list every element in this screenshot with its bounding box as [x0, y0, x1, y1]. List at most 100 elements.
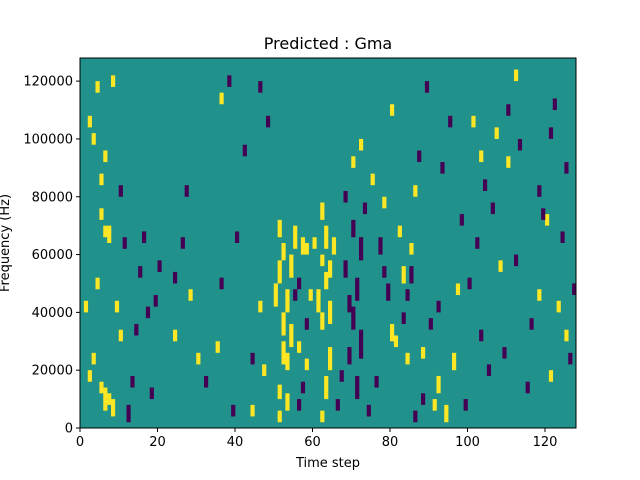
- heatmap-cell-high: [103, 150, 108, 163]
- x-tick-label: 0: [76, 435, 84, 450]
- heatmap-cell-high: [285, 289, 290, 313]
- heatmap-cell-low: [227, 75, 232, 87]
- heatmap-cell-high: [328, 347, 333, 371]
- heatmap-cell-low: [448, 115, 453, 128]
- heatmap-cell-low: [405, 289, 410, 301]
- heatmap-cell-low: [529, 318, 534, 330]
- heatmap-cell-low: [118, 185, 123, 197]
- heatmap-cell-low: [149, 387, 154, 400]
- heatmap-cell-low: [506, 104, 511, 116]
- heatmap-cell-high: [87, 370, 92, 382]
- heatmap-cell-low: [525, 381, 530, 394]
- heatmap-cell-high: [83, 300, 89, 313]
- heatmap-cell-high: [548, 370, 554, 382]
- heatmap-cell-high: [297, 341, 302, 353]
- heatmap-cell-high: [173, 329, 178, 342]
- heatmap-cell-low: [157, 260, 162, 272]
- heatmap-cell-low: [486, 364, 492, 376]
- heatmap-cell-high: [95, 81, 100, 93]
- heatmap-cell-low: [459, 214, 464, 226]
- heatmap-cell-low: [297, 399, 302, 411]
- heatmap-cell-high: [308, 289, 313, 301]
- heatmap-cell-high: [107, 225, 112, 243]
- heatmap-cell-high: [87, 115, 92, 128]
- heatmap-cell-high: [471, 115, 476, 128]
- heatmap-cell-high: [328, 260, 333, 278]
- heatmap-cell-low: [343, 190, 348, 203]
- heatmap-cell-low: [153, 295, 158, 307]
- heatmap-cell-low: [351, 219, 356, 238]
- heatmap-cell-low: [204, 375, 209, 388]
- heatmap-cell-low: [134, 323, 139, 336]
- heatmap-cell-low: [479, 329, 484, 342]
- y-tick-label: 20000: [32, 364, 73, 379]
- heatmap-cell-high: [545, 214, 550, 226]
- heatmap-cell-high: [91, 352, 96, 365]
- heatmap-cell-low: [552, 98, 557, 111]
- chart-title: Predicted : Gma: [264, 34, 392, 53]
- heatmap-cell-high: [316, 289, 321, 313]
- heatmap-cell-low: [467, 277, 472, 290]
- heatmap-cell-high: [304, 243, 309, 255]
- heatmap-cell-low: [250, 352, 255, 365]
- heatmap-cell-low: [219, 277, 224, 290]
- heatmap-cell-high: [320, 254, 325, 267]
- heatmap-cell-low: [483, 179, 488, 191]
- x-tick-label: 80: [382, 435, 399, 450]
- heatmap-cell-low: [514, 254, 519, 267]
- heatmap-cell-high: [277, 410, 282, 423]
- heatmap-cell-high: [114, 300, 120, 313]
- heatmap-cell-high: [324, 375, 329, 400]
- heatmap-cell-high: [285, 352, 290, 371]
- heatmap-cell-high: [262, 364, 267, 376]
- heatmap-cell-high: [289, 254, 294, 278]
- heatmap-cell-high: [494, 127, 499, 139]
- x-tick-label: 100: [455, 435, 480, 450]
- heatmap-cell-low: [548, 127, 554, 139]
- heatmap-cell-low: [517, 138, 523, 151]
- heatmap-cell-high: [219, 92, 224, 105]
- heatmap-cell-low: [300, 381, 306, 394]
- heatmap-cell-low: [463, 399, 468, 411]
- heatmap-cell-low: [560, 231, 565, 243]
- heatmap-cell-low: [541, 208, 546, 220]
- heatmap-cell-high: [118, 329, 123, 342]
- heatmap-cell-high: [289, 323, 294, 348]
- heatmap-cell-low: [475, 237, 480, 249]
- heatmap-cell-high: [281, 341, 286, 365]
- y-tick-label: 60000: [32, 248, 73, 263]
- heatmap-cell-low: [502, 347, 507, 359]
- heatmap-cell-high: [107, 393, 112, 405]
- heatmap-cell-high: [111, 75, 116, 87]
- y-tick-label: 100000: [23, 132, 73, 147]
- heatmap-cell-high: [91, 133, 96, 145]
- heatmap-cell-high: [277, 384, 282, 400]
- heatmap-cell-high: [409, 243, 414, 255]
- heatmap-cell-low: [293, 289, 298, 301]
- heatmap-cell-low: [366, 404, 371, 417]
- y-tick-label: 0: [65, 422, 73, 437]
- heatmap-cell-high: [281, 243, 286, 261]
- x-axis: 0 20 40 60 80 100 120: [76, 428, 558, 450]
- x-tick-label: 120: [533, 435, 558, 450]
- heatmap-cell-low: [335, 399, 340, 411]
- heatmap-cell-high: [413, 185, 418, 197]
- heatmap-cell-low: [145, 306, 151, 319]
- heatmap-cell-high: [258, 300, 263, 313]
- heatmap-cell-low: [343, 260, 348, 278]
- heatmap-cell-high: [405, 352, 410, 365]
- heatmap-cell-low: [242, 144, 247, 157]
- heatmap-cell-low: [386, 283, 391, 301]
- y-axis: 0 20000 40000 60000 80000 100000 120000: [23, 75, 80, 437]
- heatmap-cell-high: [293, 225, 298, 249]
- heatmap-cell-high: [382, 196, 387, 209]
- heatmap-cell-high: [312, 237, 317, 249]
- heatmap-cell-low: [424, 81, 430, 93]
- heatmap-cell-low: [258, 81, 263, 93]
- heatmap-cell-high: [99, 173, 104, 186]
- heatmap-cell-high: [390, 104, 395, 116]
- heatmap-cell-high: [506, 156, 511, 168]
- heatmap-cell-low: [421, 393, 426, 405]
- x-tick-label: 60: [304, 435, 321, 450]
